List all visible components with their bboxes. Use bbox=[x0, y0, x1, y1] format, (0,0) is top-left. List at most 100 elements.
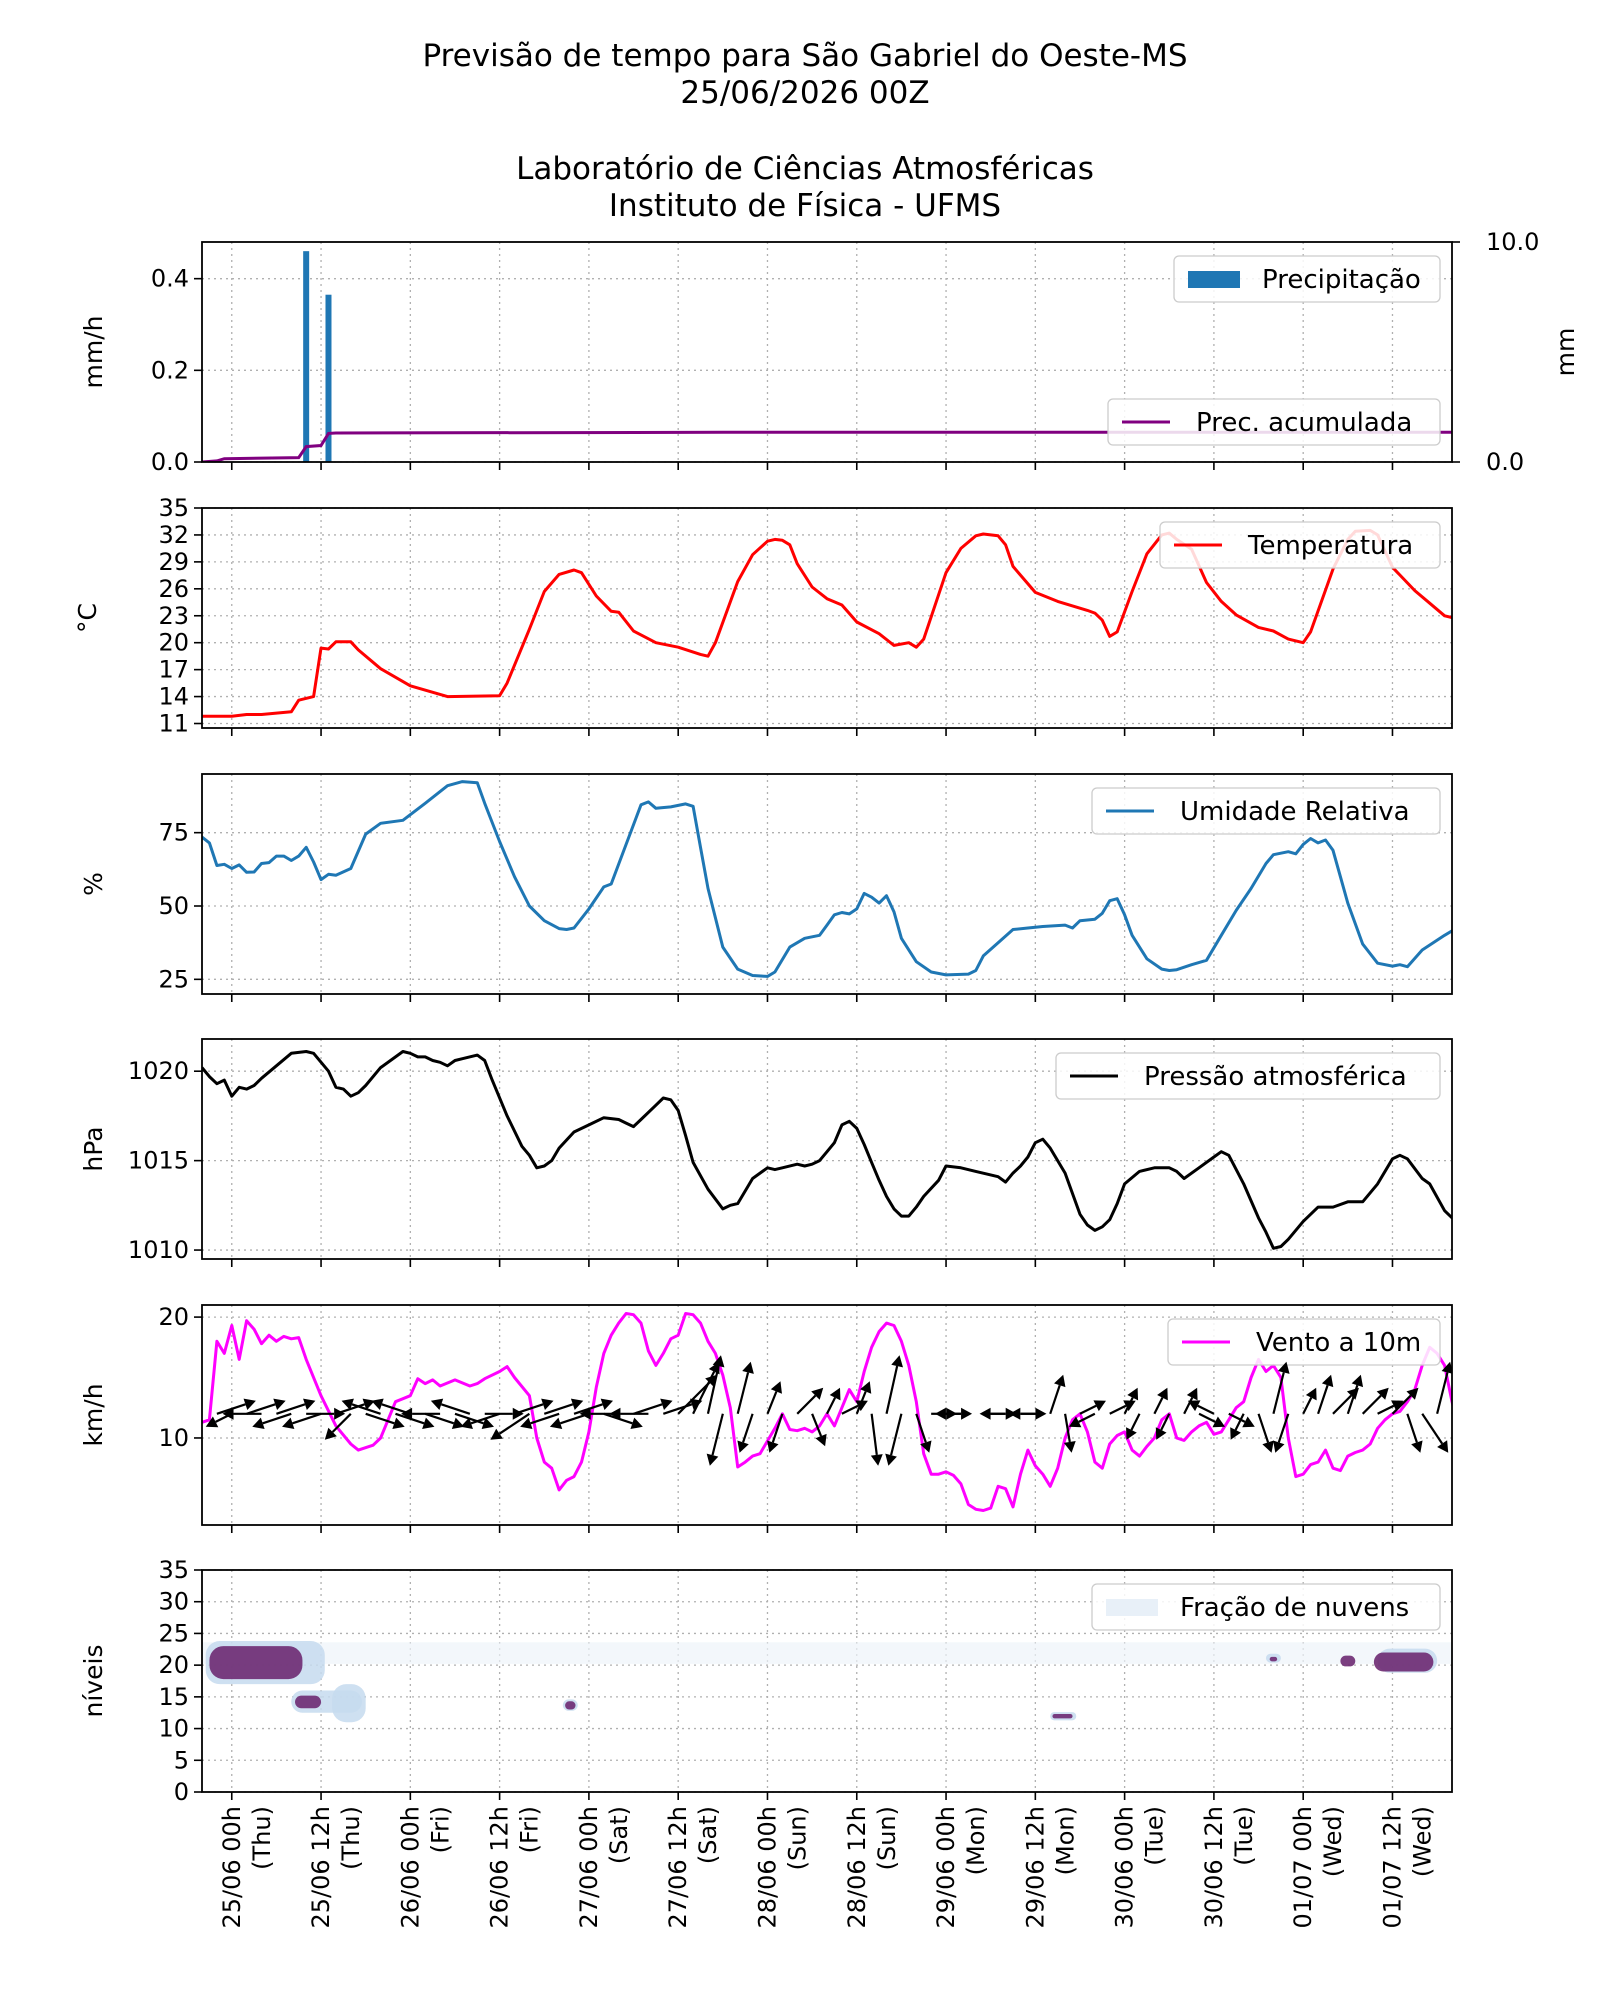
wind-arrow-shaft bbox=[1257, 1413, 1270, 1443]
x-tick-day: (Mon) bbox=[962, 1806, 990, 1875]
wind-arrow-head bbox=[570, 1398, 584, 1410]
x-tick-date: 25/06 00h bbox=[218, 1806, 246, 1929]
temp-ytick-label: 23 bbox=[158, 602, 189, 630]
pressure-series-line bbox=[202, 1050, 1452, 1250]
x-tick-date: 25/06 12h bbox=[307, 1806, 335, 1929]
wind-arrow-head bbox=[579, 1407, 591, 1420]
rh-ylabel: % bbox=[79, 872, 108, 896]
wind-arrow-shaft bbox=[1234, 1413, 1245, 1431]
wind-arrow-shaft bbox=[1064, 1413, 1071, 1443]
wind-arrow-shaft bbox=[1197, 1404, 1215, 1415]
rh-ytick-label: 75 bbox=[158, 819, 189, 847]
wind-arrow-head bbox=[1242, 1416, 1255, 1428]
wind-arrow-head bbox=[920, 1440, 932, 1453]
wind-arrow-head bbox=[811, 1387, 824, 1400]
wind-arrow-shaft bbox=[841, 1404, 859, 1415]
pressure-legend-box bbox=[1055, 1052, 1441, 1100]
temp-ytick-label: 29 bbox=[158, 548, 189, 576]
pressure-legend-label: Pressão atmosférica bbox=[1144, 1062, 1407, 1092]
x-tick-day: (Fri) bbox=[516, 1806, 544, 1853]
wind-arrow-shaft bbox=[1183, 1397, 1194, 1415]
wind-legend-box bbox=[1167, 1318, 1441, 1366]
x-tick-date: 29/06 00h bbox=[932, 1806, 960, 1929]
cloud-dark-blob bbox=[1269, 1656, 1278, 1662]
x-tick-day: (Sun) bbox=[783, 1806, 811, 1870]
wind-arrow-shaft bbox=[1078, 1412, 1096, 1423]
pressure-ytick-label: 1015 bbox=[128, 1147, 189, 1175]
wind-arrow-shaft bbox=[1377, 1404, 1395, 1415]
rh-ytick-label: 25 bbox=[158, 965, 189, 993]
title-line-2: 25/06/2026 00Z bbox=[680, 75, 929, 111]
wind-arrow-shaft bbox=[530, 1412, 560, 1425]
wind-arrow-head bbox=[1411, 1440, 1423, 1453]
x-tick-date: 28/06 00h bbox=[753, 1806, 781, 1929]
wind-arrow-shaft bbox=[440, 1403, 471, 1415]
wind-arrow-head bbox=[1441, 1361, 1452, 1374]
wind-arrow-head bbox=[1009, 1407, 1021, 1420]
temp-ytick-label: 26 bbox=[158, 575, 189, 603]
rh-chart: 25 50 75% Umidade Relativa bbox=[79, 773, 1453, 1002]
wind-arrow-head bbox=[282, 1417, 295, 1430]
temp-frame bbox=[201, 507, 1453, 729]
x-tick-day: (Tue) bbox=[1141, 1806, 1169, 1866]
cloud-faint-band bbox=[202, 1642, 1452, 1664]
wind-arrow-head bbox=[1321, 1374, 1334, 1388]
x-tick-date: 01/07 00h bbox=[1289, 1806, 1317, 1929]
x-tick-day: (Sat) bbox=[605, 1806, 633, 1864]
wind-arrow-head bbox=[1127, 1387, 1139, 1401]
x-tick-date: 29/06 12h bbox=[1021, 1806, 1049, 1929]
clouds-ytick-label: 30 bbox=[158, 1588, 189, 1616]
clouds-ytick-label: 35 bbox=[158, 1556, 189, 1584]
x-tick-date: 28/06 12h bbox=[843, 1806, 871, 1929]
wind-arrow-shaft bbox=[216, 1403, 246, 1415]
wind-arrow-shaft bbox=[1482, 1414, 1498, 1422]
precip-chart: 0.0 0.2 0.4 mm/h 0.0 10.0 mm Precipitação Prec. … bbox=[79, 228, 1580, 476]
wind-arrow-shaft bbox=[331, 1413, 352, 1433]
clouds-ytick-label: 5 bbox=[174, 1746, 189, 1774]
wind-arrow-head bbox=[451, 1417, 465, 1430]
wind-arrow-head bbox=[829, 1387, 841, 1401]
rh-ytick-label: 50 bbox=[158, 892, 189, 920]
pressure-frame bbox=[201, 1038, 1453, 1260]
cloud-dark-blob bbox=[1373, 1652, 1434, 1672]
wind-arrow-head bbox=[1054, 1374, 1066, 1388]
wind-arrow-head bbox=[1391, 1400, 1404, 1412]
wind-arrow-head bbox=[205, 1416, 219, 1428]
wind-arrow-shaft bbox=[796, 1394, 817, 1415]
x-tick-date: 27/06 00h bbox=[575, 1806, 603, 1929]
pressure-chart: 1010 1015 1020 hPa Pressão atmosférica bbox=[79, 1038, 1453, 1267]
x-tick-day: (Thu) bbox=[337, 1806, 365, 1870]
wind-arrow-head bbox=[460, 1417, 473, 1430]
wind-arrow-head bbox=[1187, 1400, 1201, 1412]
clouds-frame bbox=[201, 1569, 1453, 1793]
wind-arrow-head bbox=[1480, 1400, 1493, 1411]
wind-arrow-head bbox=[324, 1427, 337, 1440]
x-tick-date: 27/06 12h bbox=[664, 1806, 692, 1929]
wind-arrow-shaft bbox=[1317, 1384, 1329, 1415]
wind-arrow-shaft bbox=[1160, 1413, 1171, 1431]
wind-arrow-shaft bbox=[692, 1371, 716, 1415]
wind-arrow-shaft bbox=[351, 1403, 381, 1415]
precip-ytick-label: 0.4 bbox=[151, 265, 189, 293]
wind-arrow-head bbox=[490, 1428, 503, 1440]
wind-legend-label: Vento a 10m bbox=[1256, 1328, 1421, 1358]
cloud-dark-blob bbox=[209, 1646, 303, 1680]
wind-arrow-shaft bbox=[677, 1381, 711, 1415]
wind-arrow-head bbox=[961, 1407, 973, 1420]
wind-arrow-head bbox=[549, 1417, 563, 1430]
wind-arrow-shaft bbox=[885, 1365, 899, 1415]
wind-arrow-head bbox=[1093, 1400, 1106, 1412]
wind-arrow-shaft bbox=[1228, 1412, 1246, 1423]
x-tick-day: (Fri) bbox=[426, 1806, 454, 1853]
x-tick-day: (Tue) bbox=[1230, 1806, 1258, 1866]
wind-arrow-head bbox=[1157, 1387, 1168, 1401]
wind-arrow-shaft bbox=[1346, 1384, 1359, 1415]
temp-ytick-label: 17 bbox=[158, 656, 189, 684]
wind-arrow-head bbox=[1466, 1388, 1478, 1400]
x-tick-day: (Thu) bbox=[248, 1806, 276, 1870]
precip-ytick-right-label: 10.0 bbox=[1486, 228, 1539, 256]
wind-arrow-head bbox=[481, 1417, 494, 1430]
clouds-legend-label: Fração de nuvens bbox=[1180, 1593, 1409, 1623]
temp-legend-box bbox=[1159, 521, 1441, 569]
